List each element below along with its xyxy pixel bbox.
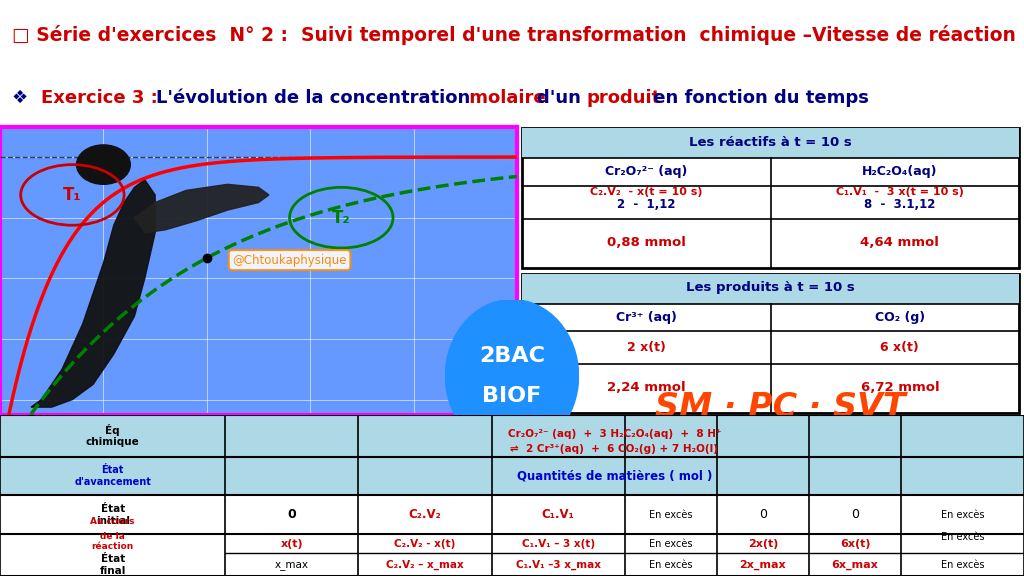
Text: 6x(t): 6x(t) <box>840 539 870 549</box>
Text: En excès: En excès <box>941 560 984 570</box>
Text: En excès: En excès <box>649 560 692 570</box>
Text: Au cours: Au cours <box>90 517 135 526</box>
Text: En excès: En excès <box>941 510 984 520</box>
Text: de la
réaction: de la réaction <box>91 532 134 551</box>
Text: 4,64 mmol: 4,64 mmol <box>860 236 939 249</box>
Text: Cr³⁺ (aq): Cr³⁺ (aq) <box>616 310 677 324</box>
Polygon shape <box>134 184 269 233</box>
Text: 2x_max: 2x_max <box>739 559 786 570</box>
Text: molaire: molaire <box>463 89 552 107</box>
FancyBboxPatch shape <box>522 128 1019 268</box>
Text: 0: 0 <box>288 508 296 521</box>
Text: 2x(t): 2x(t) <box>748 539 778 549</box>
Text: BIOF: BIOF <box>482 386 542 406</box>
Text: État
d'avancement: État d'avancement <box>74 465 152 487</box>
FancyBboxPatch shape <box>522 128 1019 158</box>
Text: d'un: d'un <box>537 89 587 107</box>
Text: C₂.V₂  - x(t = 10 s): C₂.V₂ - x(t = 10 s) <box>590 187 702 196</box>
Text: C₂.V₂ – x_max: C₂.V₂ – x_max <box>386 559 464 570</box>
Text: produit: produit <box>587 89 662 107</box>
Text: L'évolution de la concentration: L'évolution de la concentration <box>156 89 470 107</box>
Text: en fonction du temps: en fonction du temps <box>647 89 869 107</box>
Text: 2 x(t): 2 x(t) <box>627 341 666 354</box>
Text: État
final: État final <box>99 554 126 575</box>
Text: 2,24 mmol: 2,24 mmol <box>607 381 686 394</box>
Text: x_max: x_max <box>274 560 309 570</box>
Circle shape <box>445 300 579 452</box>
Text: Cr₂O₇²⁻ (aq): Cr₂O₇²⁻ (aq) <box>605 165 687 178</box>
Text: 6x_max: 6x_max <box>831 559 879 570</box>
Text: 2  -  1,12: 2 - 1,12 <box>617 198 676 211</box>
Text: 0: 0 <box>759 508 767 521</box>
Text: H₂C₂O₄(aq): H₂C₂O₄(aq) <box>862 165 938 178</box>
Text: C₁.V₁ – 3 x(t): C₁.V₁ – 3 x(t) <box>521 539 595 549</box>
FancyBboxPatch shape <box>0 415 1024 576</box>
Text: En excès: En excès <box>941 532 984 542</box>
Text: 0,88 mmol: 0,88 mmol <box>607 236 686 249</box>
Text: C₂.V₂ - x(t): C₂.V₂ - x(t) <box>394 539 456 549</box>
Text: Exercice 3 :: Exercice 3 : <box>41 89 164 107</box>
Text: CO₂ (g): CO₂ (g) <box>874 310 925 324</box>
Text: En excès: En excès <box>649 539 692 549</box>
Text: Cr₂O₇²⁻ (aq)  +  3 H₂C₂O₄(aq)  +  8 H⁺: Cr₂O₇²⁻ (aq) + 3 H₂C₂O₄(aq) + 8 H⁺ <box>508 429 721 439</box>
Text: État
initial: État initial <box>95 504 130 525</box>
Text: C₁.V₁ –3 x_max: C₁.V₁ –3 x_max <box>515 559 601 570</box>
Circle shape <box>77 145 130 184</box>
Text: 6,72 mmol: 6,72 mmol <box>860 381 939 394</box>
FancyBboxPatch shape <box>522 274 1019 414</box>
Text: 0: 0 <box>851 508 859 521</box>
Text: 8  -  3.1,12: 8 - 3.1,12 <box>864 198 936 211</box>
Text: 2BAC: 2BAC <box>479 346 545 366</box>
Text: C₂.V₂: C₂.V₂ <box>409 508 441 521</box>
Text: T₂: T₂ <box>332 209 350 227</box>
Text: ❖: ❖ <box>12 89 35 107</box>
Text: T₁: T₁ <box>63 186 82 204</box>
Text: C₁.V₁  -  3 x(t = 10 s): C₁.V₁ - 3 x(t = 10 s) <box>836 187 964 196</box>
Text: Quantités de matières ( mol ): Quantités de matières ( mol ) <box>517 469 712 483</box>
Text: En excès: En excès <box>649 510 692 520</box>
FancyBboxPatch shape <box>0 457 1024 495</box>
Polygon shape <box>31 180 156 407</box>
Text: @Chtoukaphysique: @Chtoukaphysique <box>232 253 347 267</box>
Text: C₁.V₁: C₁.V₁ <box>542 508 574 521</box>
Text: ⇌  2 Cr³⁺(aq)  +  6 CO₂(g) + 7 H₂O(l): ⇌ 2 Cr³⁺(aq) + 6 CO₂(g) + 7 H₂O(l) <box>510 444 719 453</box>
Text: x(t): x(t) <box>281 539 303 549</box>
FancyBboxPatch shape <box>0 415 1024 457</box>
Text: Éq
chimique: Éq chimique <box>86 424 139 448</box>
Text: SM · PC · SVT: SM · PC · SVT <box>655 391 906 424</box>
Text: □ Série d'exercices  N° 2 :  Suivi temporel d'une transformation  chimique –Vite: □ Série d'exercices N° 2 : Suivi tempore… <box>12 25 1016 44</box>
FancyBboxPatch shape <box>522 274 1019 304</box>
Text: 6 x(t): 6 x(t) <box>881 341 920 354</box>
Text: Les réactifs à t = 10 s: Les réactifs à t = 10 s <box>689 136 852 149</box>
Text: Les produits à t = 10 s: Les produits à t = 10 s <box>686 281 855 294</box>
